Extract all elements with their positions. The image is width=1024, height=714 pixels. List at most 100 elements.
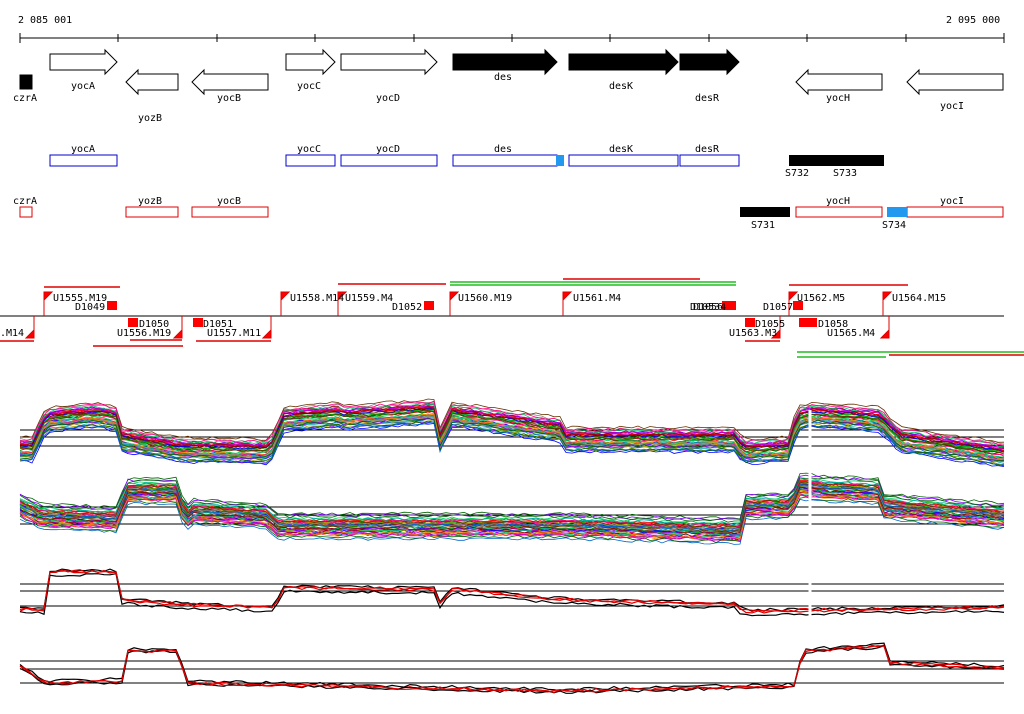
peak-label-u1557: U1557.M11	[207, 328, 261, 339]
unit-yocA[interactable]	[49, 154, 118, 167]
gene-yocH[interactable]	[795, 68, 883, 96]
unit-label-yocC: yocC	[297, 144, 321, 155]
block-d1049[interactable]	[107, 301, 117, 310]
segment-s734[interactable]	[887, 207, 907, 217]
gene-label-yocI: yocI	[940, 101, 964, 112]
peak-label-d1056: D1056	[693, 302, 723, 313]
unit-label-yocA: yocA	[71, 144, 95, 155]
gene-yocI[interactable]	[906, 68, 1004, 96]
expression-trace	[19, 420, 1005, 466]
unit-label-desK: desK	[609, 144, 633, 155]
expression-trace	[19, 403, 1005, 449]
expression-trace	[19, 405, 1005, 450]
gene-label-czrA: czrA	[13, 93, 37, 104]
peak-label-u1555: U1555.M19	[53, 293, 107, 304]
unit-yocC[interactable]	[285, 154, 336, 167]
expression-trace	[20, 568, 1005, 612]
gene-desR[interactable]	[679, 48, 740, 76]
peak-label-u1563: U1563.M3	[729, 328, 777, 339]
peak-label-d1055: D1055	[755, 319, 785, 330]
plus-unit-labels: yocA yocC yocD des desK desR S732 S733	[71, 144, 857, 179]
coordinate-ruler	[19, 33, 1005, 43]
expression-trace	[19, 402, 1005, 448]
segment-s732-s733[interactable]	[789, 155, 884, 166]
gene-yocB[interactable]	[191, 68, 269, 96]
peak-label-u1558: U1558.M14	[290, 293, 344, 304]
block-d1052[interactable]	[424, 301, 434, 310]
unit-label-des: des	[494, 144, 512, 155]
peak-label-u1559: U1559.M4	[345, 293, 393, 304]
peak-label-m14: .M14	[0, 328, 24, 339]
expression-trace	[19, 569, 1005, 612]
unit-label-czrA: czrA	[13, 196, 37, 207]
peak-label-d1053-54: D10534	[690, 302, 726, 313]
expression-trace	[19, 405, 1005, 451]
gene-label-desK: desK	[609, 81, 633, 92]
peak-label-d1051: D1051	[203, 319, 233, 330]
block-d1053[interactable]	[722, 301, 736, 310]
peak-labels: .M14 U1555.M19 D1049 D1050 U1556.M19 D10…	[0, 293, 946, 339]
expression-trace	[19, 477, 1005, 526]
segment-label-s732: S732	[785, 168, 809, 179]
unit-desR[interactable]	[679, 154, 740, 167]
expression-trace	[19, 421, 1005, 467]
gene-yocD[interactable]	[340, 48, 438, 76]
gene-czrA[interactable]	[19, 74, 33, 90]
unit-yocI[interactable]	[906, 206, 1004, 218]
segment-label-s731: S731	[751, 220, 775, 231]
peak-label-u1561: U1561.M4	[573, 293, 621, 304]
expression-trace	[19, 418, 1004, 461]
expression-trace	[19, 481, 1005, 529]
minus-unit-labels: czrA yozB yocB yocH yocI S731 S734	[13, 196, 964, 231]
unit-desK[interactable]	[568, 154, 679, 167]
unit-label-yocI: yocI	[940, 196, 964, 207]
expression-trace	[19, 398, 1005, 443]
expression-trace	[19, 423, 1005, 467]
unit-label-yocH: yocH	[826, 196, 850, 207]
gene-des[interactable]	[452, 48, 558, 76]
block-d1050[interactable]	[128, 318, 138, 327]
gene-yozB[interactable]	[125, 68, 179, 96]
gene-track	[19, 48, 1004, 96]
expression-trace	[19, 488, 1005, 536]
expression-trace	[19, 418, 1005, 463]
peak-label-d1052: D1052	[392, 302, 422, 313]
peak-label-u1564: U1564.M15	[892, 293, 946, 304]
peak-label-d1058: D1058	[818, 319, 848, 330]
expression-trace	[19, 487, 1005, 535]
expression-panel-plus-all	[19, 398, 1005, 467]
segment-s731[interactable]	[740, 207, 790, 217]
gene-label-yocA: yocA	[71, 81, 95, 92]
breakpoint-blocks	[107, 301, 817, 327]
expression-trace	[19, 474, 1005, 521]
gene-label-des: des	[494, 72, 512, 83]
peak-label-u1562: U1562.M5	[797, 293, 845, 304]
block-d1055[interactable]	[745, 318, 755, 327]
expression-trace	[19, 498, 1005, 545]
peak-label-d1050: D1050	[139, 319, 169, 330]
gene-desK[interactable]	[568, 48, 679, 76]
unit-yocB[interactable]	[191, 206, 269, 218]
coord-start-label: 2 085 001	[18, 15, 72, 26]
unit-yocH[interactable]	[795, 206, 883, 218]
segment-label-s733: S733	[833, 168, 857, 179]
sigma-site-des	[556, 155, 564, 166]
unit-des[interactable]	[452, 154, 558, 167]
block-d1057[interactable]	[793, 301, 803, 310]
peak-track: .M14 U1555.M19 D1049 D1050 U1556.M19 D10…	[0, 278, 1024, 358]
expression-trace	[19, 645, 1005, 694]
gene-yocA[interactable]	[49, 48, 118, 76]
gene-label-desR: desR	[695, 93, 720, 104]
expression-trace	[19, 477, 1005, 523]
unit-yozB[interactable]	[125, 206, 179, 218]
gene-yocC[interactable]	[285, 48, 336, 76]
expression-trace	[19, 400, 1005, 446]
unit-yocD[interactable]	[340, 154, 438, 167]
block-d1058[interactable]	[799, 318, 817, 327]
block-d1051[interactable]	[193, 318, 203, 327]
unit-czrA[interactable]	[19, 206, 33, 218]
expression-trace	[19, 484, 1005, 532]
expression-panel-minus-all	[19, 472, 1005, 545]
